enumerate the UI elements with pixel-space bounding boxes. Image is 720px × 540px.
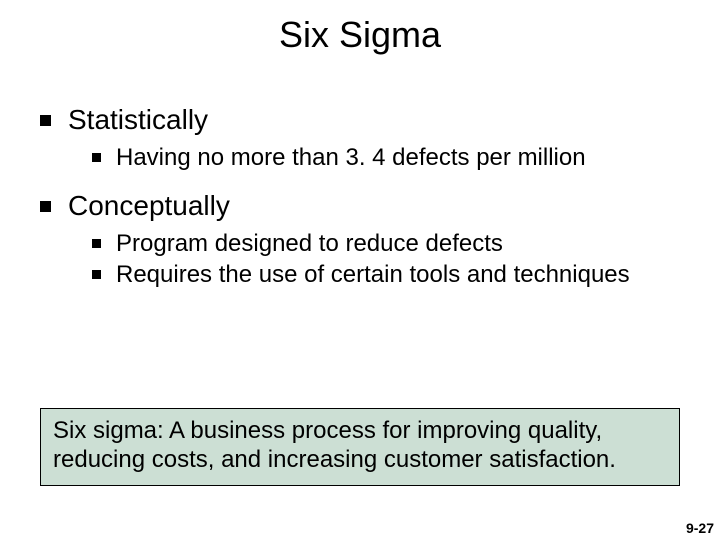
bullet-label: Conceptually xyxy=(68,190,230,221)
slide-body: Statistically Having no more than 3. 4 d… xyxy=(0,66,720,289)
bullet-statistically: Statistically xyxy=(40,104,690,136)
sub-bullet: Requires the use of certain tools and te… xyxy=(92,261,690,289)
bullet-conceptually: Conceptually xyxy=(40,190,690,222)
sub-bullets-statistically: Having no more than 3. 4 defects per mil… xyxy=(40,144,690,172)
sub-bullet: Having no more than 3. 4 defects per mil… xyxy=(92,144,690,172)
sub-bullet-text: Program designed to reduce defects xyxy=(116,230,503,257)
sub-bullet-text: Having no more than 3. 4 defects per mil… xyxy=(116,144,586,171)
slide-container: Six Sigma Statistically Having no more t… xyxy=(0,0,720,540)
sub-bullets-conceptually: Program designed to reduce defects Requi… xyxy=(40,230,690,289)
definition-callout: Six sigma: A business process for improv… xyxy=(40,408,680,486)
page-number: 9-27 xyxy=(686,520,714,536)
sub-bullet-text: Requires the use of certain tools and te… xyxy=(116,261,630,288)
slide-title: Six Sigma xyxy=(0,0,720,66)
sub-bullet: Program designed to reduce defects xyxy=(92,230,690,258)
bullet-label: Statistically xyxy=(68,104,208,135)
callout-text: Six sigma: A business process for improv… xyxy=(53,417,616,473)
